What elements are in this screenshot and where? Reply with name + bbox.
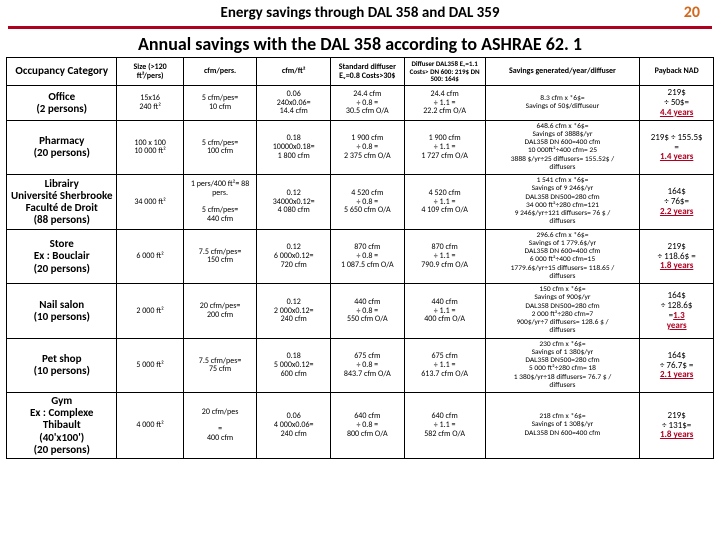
cell-cfmp: 7.5 cfm/pes=75 cfm [183,338,257,393]
cell-cfmp: 1 pers/400 ft²= 88 pers.5 cfm/pes=440 cf… [183,175,257,230]
cell-category: Nail salon(10 persons) [7,284,117,339]
cell-category: StoreEx : Bouclair(20 persons) [7,229,117,284]
cell-payback: 219$÷ 118.6$ =1.8 years [640,229,714,284]
slide: Energy savings through DAL 358 and DAL 3… [0,0,720,540]
cell-dal: 440 cfm÷ 1.1 =400 cfm O/A [404,284,485,339]
cell-savings: 296.6 cfm x *6$=Savings of 1 779.6$/yrDA… [485,229,640,284]
cell-cfmp: 5 cfm/pes=100 cfm [183,120,257,175]
col-dal: Diffuser DAL358 Eᵥ=1.1 Costs> DN 600: 21… [404,58,485,86]
table-row: StoreEx : Bouclair(20 persons)6 000 ft²7… [7,229,714,284]
table-row: GymEx : Complexe Thibault(40'x100')(20 p… [7,393,714,458]
cell-category: Pet shop(10 persons) [7,338,117,393]
cell-cfmp: 20 cfm/pes=400 cfm [183,393,257,458]
table-row: Pet shop(10 persons)5 000 ft²7.5 cfm/pes… [7,338,714,393]
cell-std: 675 cfm÷ 0.8 =843.7 cfm O/A [331,338,405,393]
cell-std: 4 520 cfm÷ 0.8 =5 650 cfm O/A [331,175,405,230]
cell-savings: 648.6 cfm x *6$=Savings of 3888$/yrDAL35… [485,120,640,175]
cell-cfmf: 0.064 000x0.06=240 cfm [257,393,331,458]
table-row: Pharmacy(20 persons)100 x 10010 000 ft²5… [7,120,714,175]
cell-payback: 164$÷ 76$=2.2 years [640,175,714,230]
cell-cfmp: 7.5 cfm/pes=150 cfm [183,229,257,284]
cell-std: 440 cfm÷ 0.8 =550 cfm O/A [331,284,405,339]
cell-dal: 870 cfm÷ 1.1 =790.9 cfm O/A [404,229,485,284]
cell-dal: 4 520 cfm÷ 1.1 =4 109 cfm O/A [404,175,485,230]
cell-dal: 1 900 cfm÷ 1.1 =1 727 cfm O/A [404,120,485,175]
cell-payback: 219$÷ 50$=4.4 years [640,86,714,121]
col-savings: Savings generated/year/diffuser [485,58,640,86]
table-row: Nail salon(10 persons)2 000 ft²20 cfm/pe… [7,284,714,339]
cell-savings: 1 541 cfm x *6$=Savings of 9 246$/yrDAL3… [485,175,640,230]
page-number: 20 [684,3,700,22]
cell-cfmp: 20 cfm/pes=200 cfm [183,284,257,339]
cell-savings: 150 cfm x *6$=Savings of 900$/yrDAL358 D… [485,284,640,339]
cell-payback: 164$÷ 76.7$ =2.1 years [640,338,714,393]
col-std: Standard diffuser Eᵥ=0.8 Costs>30$ [331,58,405,86]
cell-cfmf: 0.185 000x0.12=600 cfm [257,338,331,393]
cell-size: 6 000 ft² [117,229,183,284]
cell-std: 870 cfm÷ 0.8 =1 087.5 cfm O/A [331,229,405,284]
table-row: Office(2 persons)15x16240 ft²5 cfm/pes=1… [7,86,714,121]
cell-payback: 164$÷ 128.6$=1.3years [640,284,714,339]
subtitle: Annual savings with the DAL 358 accordin… [0,29,720,57]
cell-cfmf: 0.1234000x0.12=4 080 cfm [257,175,331,230]
cell-category: GymEx : Complexe Thibault(40'x100')(20 p… [7,393,117,458]
title-bar: Energy savings through DAL 358 and DAL 3… [0,0,720,26]
cell-dal: 640 cfm÷ 1.1 =582 cfm O/A [404,393,485,458]
col-cfmft: cfm/ft² [257,58,331,86]
cell-size: 15x16240 ft² [117,86,183,121]
cell-cfmf: 0.122 000x0.12=240 cfm [257,284,331,339]
cell-category: Office(2 persons) [7,86,117,121]
cell-size: 2 000 ft² [117,284,183,339]
cell-dal: 675 cfm÷ 1.1 =613.7 cfm O/A [404,338,485,393]
col-size: Size (>120 ft²/pers) [117,58,183,86]
cell-std: 24.4 cfm÷ 0.8 =30.5 cfm O/A [331,86,405,121]
cell-dal: 24.4 cfm÷ 1.1 =22.2 cfm O/A [404,86,485,121]
cell-payback: 219$ ÷ 155.5$=1.4 years [640,120,714,175]
table-row: LibrairyUniversité SherbrookeFaculté de … [7,175,714,230]
col-category: Occupancy Category [7,58,117,86]
cell-cfmf: 0.126 000x0.12=720 cfm [257,229,331,284]
cell-savings: 218 cfm x *6$=Savings of 1 308$/yrDAL358… [485,393,640,458]
cell-std: 640 cfm÷ 0.8 =800 cfm O/A [331,393,405,458]
cell-cfmf: 0.06240x0.06=14.4 cfm [257,86,331,121]
cell-payback: 219$÷ 131$=1.8 years [640,393,714,458]
col-cfmpers: cfm/pers. [183,58,257,86]
table-body: Office(2 persons)15x16240 ft²5 cfm/pes=1… [7,86,714,459]
cell-savings: 8.3 cfm x *6$=Savings of 50$/diffuseur [485,86,640,121]
cell-size: 4 000 ft² [117,393,183,458]
cell-size: 34 000 ft² [117,175,183,230]
cell-savings: 230 cfm x *6$=Savings of 1 380$/yrDAL358… [485,338,640,393]
cell-category: LibrairyUniversité SherbrookeFaculté de … [7,175,117,230]
cell-cfmp: 5 cfm/pes=10 cfm [183,86,257,121]
header-row: Occupancy Category Size (>120 ft²/pers) … [7,58,714,86]
col-payback: Payback NAD [640,58,714,86]
cell-std: 1 900 cfm÷ 0.8 =2 375 cfm O/A [331,120,405,175]
main-title: Energy savings through DAL 358 and DAL 3… [221,4,500,22]
cell-size: 100 x 10010 000 ft² [117,120,183,175]
cell-cfmf: 0.1810000x0.18=1 800 cfm [257,120,331,175]
table-wrapper: Occupancy Category Size (>120 ft²/pers) … [0,57,720,459]
cell-size: 5 000 ft² [117,338,183,393]
savings-table: Occupancy Category Size (>120 ft²/pers) … [6,57,714,459]
cell-category: Pharmacy(20 persons) [7,120,117,175]
